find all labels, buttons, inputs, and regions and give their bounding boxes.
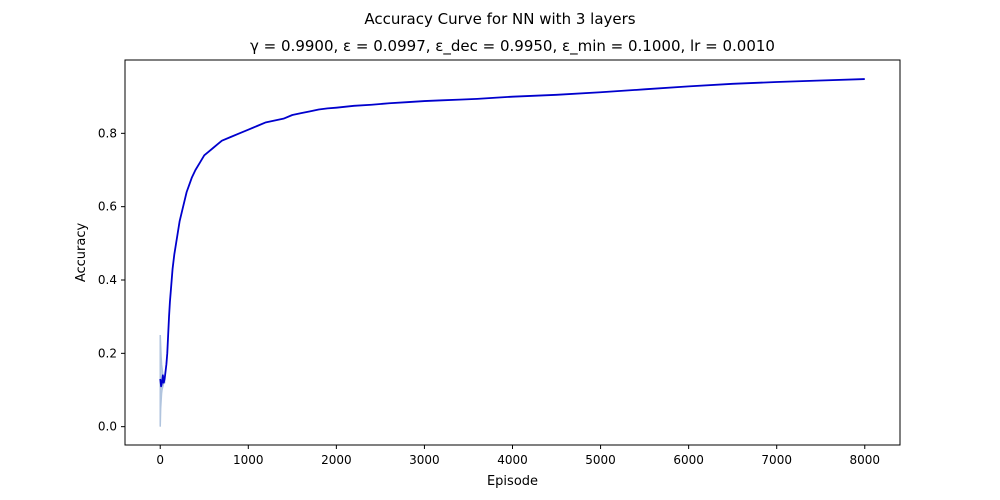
y-tick-label: 0.2: [98, 346, 117, 360]
y-axis-label: Accuracy: [74, 223, 89, 283]
chart-title: γ = 0.9900, ε = 0.0997, ε_dec = 0.9950, …: [250, 37, 775, 56]
chart-suptitle: Accuracy Curve for NN with 3 layers: [364, 10, 635, 28]
plot-area: [159, 78, 865, 427]
x-tick-label: 8000: [849, 453, 880, 467]
y-tick-label: 0.8: [98, 126, 117, 140]
y-tick-label: 0.0: [98, 420, 117, 434]
y-tick-label: 0.6: [98, 200, 117, 214]
y-axis-ticks: 0.0 0.2 0.4 0.6 0.8: [98, 126, 125, 434]
x-tick-label: 7000: [761, 453, 792, 467]
x-tick-label: 1000: [233, 453, 264, 467]
x-tick-label: 2000: [321, 453, 352, 467]
x-axis-ticks: 0 1000 2000 3000 4000 5000 6000 7000 8000: [156, 445, 880, 467]
x-axis-label: Episode: [487, 474, 538, 489]
accuracy-line: [159, 78, 865, 388]
x-tick-label: 0: [156, 453, 164, 467]
x-tick-label: 5000: [585, 453, 616, 467]
x-tick-label: 6000: [673, 453, 704, 467]
x-tick-label: 4000: [497, 453, 528, 467]
x-tick-label: 3000: [409, 453, 440, 467]
y-tick-label: 0.4: [98, 273, 117, 287]
